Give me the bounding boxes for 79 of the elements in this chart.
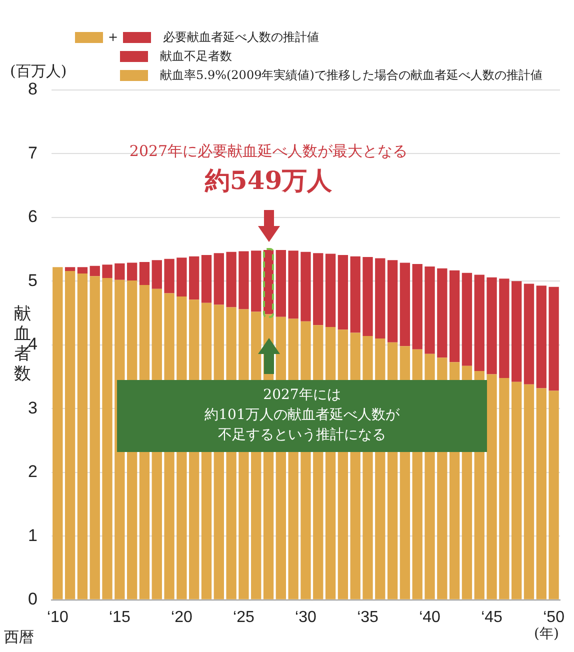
bar <box>338 255 348 330</box>
bar <box>362 256 373 336</box>
y-tick-label: 1 <box>28 526 38 545</box>
bar <box>90 276 100 600</box>
text: 西暦 <box>4 628 34 647</box>
bar <box>325 254 336 328</box>
bar <box>486 277 497 374</box>
bar <box>524 384 534 600</box>
bar <box>548 390 559 600</box>
bar <box>52 267 63 600</box>
bar <box>176 258 187 296</box>
bar <box>139 262 150 285</box>
y-tick-label: 0 <box>28 589 38 608</box>
annotation: 2027年には <box>263 386 341 406</box>
y-tick-label: 7 <box>28 143 38 162</box>
annotation: 約101万人の献血者延べ人数が <box>204 406 400 426</box>
y-tick-label: 2 <box>28 462 38 482</box>
bar <box>276 250 286 317</box>
bar <box>350 256 360 333</box>
bar <box>164 258 174 294</box>
bar <box>300 252 311 322</box>
x-tick-label: ‘45 <box>481 608 503 626</box>
annotation: 2027年に必要献血延べ人数が最大となる <box>129 142 408 161</box>
x-tick-label: ‘20 <box>171 608 192 626</box>
x-axis-title: (年) <box>534 624 559 643</box>
bar <box>437 268 448 358</box>
bar <box>524 284 534 384</box>
bar <box>548 286 559 391</box>
bar <box>536 286 546 388</box>
bar <box>251 250 262 312</box>
x-tick-label: ‘25 <box>233 608 254 626</box>
y-tick-label: 3 <box>28 398 38 418</box>
bar <box>375 258 386 339</box>
bar <box>462 272 472 366</box>
x-tick-label: ‘35 <box>357 608 379 626</box>
bar <box>288 250 298 319</box>
bar <box>536 388 546 600</box>
bar <box>64 267 76 271</box>
bar <box>152 260 162 289</box>
y-tick-label: 5 <box>28 270 38 290</box>
bar <box>400 262 410 346</box>
bar <box>126 262 138 281</box>
y-tick-label: 8 <box>28 80 38 99</box>
bar <box>77 267 88 274</box>
bar <box>387 260 398 342</box>
bar <box>499 278 510 378</box>
bar <box>90 266 100 276</box>
text: + <box>108 30 118 44</box>
x-tick-label: ‘15 <box>108 608 130 626</box>
x-tick-label: ‘50 <box>543 608 565 626</box>
bar <box>102 264 112 278</box>
bar <box>512 281 522 382</box>
x-tick-label: ‘30 <box>295 608 316 626</box>
bar <box>189 256 200 300</box>
bar <box>102 278 112 600</box>
bar <box>313 253 324 326</box>
bar <box>424 266 435 354</box>
x-tick-label: ‘40 <box>419 608 441 626</box>
x-tick-label: ‘10 <box>46 608 68 626</box>
y-tick-label: 6 <box>28 207 38 226</box>
bar <box>486 374 497 600</box>
bar <box>201 255 212 303</box>
bar <box>238 251 249 310</box>
bar <box>412 264 422 350</box>
bar <box>512 382 522 600</box>
annotation: 不足するという推計になる <box>218 426 386 446</box>
legend-label: 献血不足者数 <box>160 49 232 63</box>
text: (百万人) <box>10 62 67 81</box>
bar <box>214 253 224 305</box>
annotation: 約549万人 <box>204 164 332 197</box>
legend-label: 献血率5.9%(2009年実績値)で推移した場合の献血者延べ人数の推計値 <box>160 68 542 82</box>
text: 必要献血者延べ人数の推計値 <box>163 30 320 44</box>
bar <box>499 378 510 600</box>
bar <box>449 270 460 362</box>
bar <box>77 274 88 600</box>
bar <box>474 274 484 372</box>
bar <box>226 252 236 308</box>
bar <box>114 263 125 280</box>
bar <box>64 270 76 600</box>
